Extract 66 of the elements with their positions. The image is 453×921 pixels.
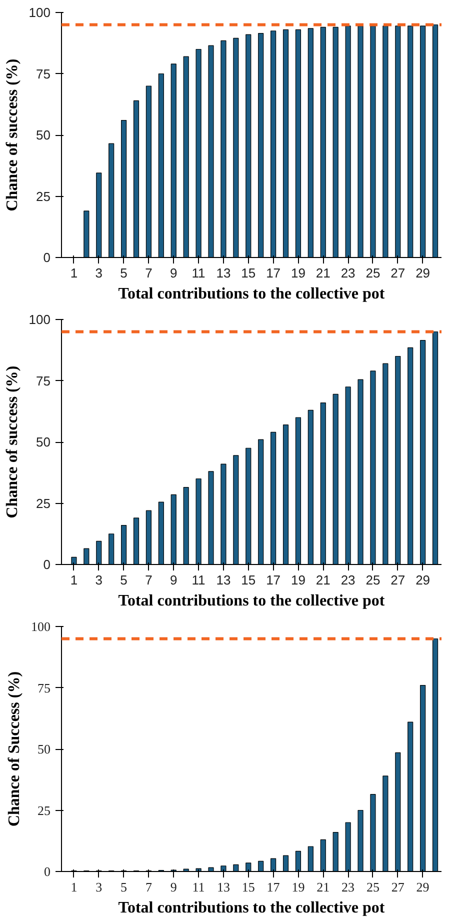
x-axis-title: Total contributions to the collective pot [118,286,386,302]
x-tick-label: 5 [120,266,128,280]
y-tick-label: 75 [36,373,51,388]
x-tick-label: 1 [70,266,78,280]
x-tick-label: 11 [192,266,206,280]
x-tick-label: 7 [145,880,152,894]
x-tick-label: 15 [241,572,256,588]
x-tick-label: 21 [316,880,330,894]
y-axis-title: Chance of success (%) [4,58,21,212]
x-tick-label: 17 [266,572,281,588]
x-tick-label: 29 [416,572,430,588]
y-tick-label: 0 [43,557,51,572]
x-tick-label: 13 [216,266,231,280]
x-tick-label: 11 [192,880,205,894]
x-tick-label: 11 [192,572,206,588]
x-tick-label: 9 [170,880,177,894]
x-tick-label: 9 [170,266,178,280]
x-axis-title: Total contributions to the collective pot [118,900,386,916]
x-axis-title: Total contributions to the collective pot [118,592,386,610]
x-tick-label: 23 [340,266,356,280]
x-tick-label: 25 [366,880,380,894]
x-tick-label: 19 [290,266,306,280]
y-tick-label: 75 [36,66,51,82]
x-tick-label: 1 [70,880,78,894]
x-tick-label: 5 [120,880,128,894]
x-tick-label: 5 [120,572,128,588]
y-tick-label: 25 [36,496,51,511]
y-tick-label: 25 [38,802,50,818]
x-tick-label: 29 [416,266,430,280]
x-tick-label: 21 [316,266,330,280]
y-tick-label: 100 [28,312,51,327]
y-tick-label: 50 [38,742,50,756]
y-tick-label: 100 [28,5,51,20]
x-tick-label: 3 [95,572,102,588]
x-tick-label: 25 [366,572,380,588]
y-tick-label: 50 [36,128,51,142]
x-tick-label: 17 [266,266,281,280]
x-tick-label: 21 [316,572,330,588]
y-tick-label: 25 [36,188,51,204]
y-tick-label: 0 [43,250,51,265]
x-tick-label: 3 [95,266,102,280]
x-tick-label: 27 [390,266,406,280]
y-tick-label: 75 [38,680,50,696]
x-tick-label: 23 [340,572,356,588]
x-tick-label: 27 [390,572,406,588]
y-axis-title: Chance of Success (%) [6,671,23,827]
y-tick-label: 100 [31,619,50,634]
x-tick-label: 27 [391,880,405,894]
x-tick-label: 15 [241,266,256,280]
x-tick-label: 25 [366,266,380,280]
x-tick-label: 13 [216,572,231,588]
y-tick-label: 50 [36,434,51,450]
x-tick-label: 13 [216,880,230,894]
x-tick-label: 15 [242,880,255,894]
x-tick-label: 19 [290,572,306,588]
x-tick-label: 17 [266,880,280,894]
y-axis-title: Chance of success (%) [4,366,21,518]
x-tick-label: 7 [145,266,152,280]
x-tick-label: 1 [70,572,78,588]
x-tick-label: 7 [145,572,152,588]
y-tick-label: 0 [44,864,50,879]
x-tick-label: 23 [342,880,355,894]
x-tick-label: 3 [96,880,102,894]
x-tick-label: 29 [416,880,430,894]
x-tick-label: 19 [292,880,305,894]
x-tick-label: 9 [170,572,178,588]
